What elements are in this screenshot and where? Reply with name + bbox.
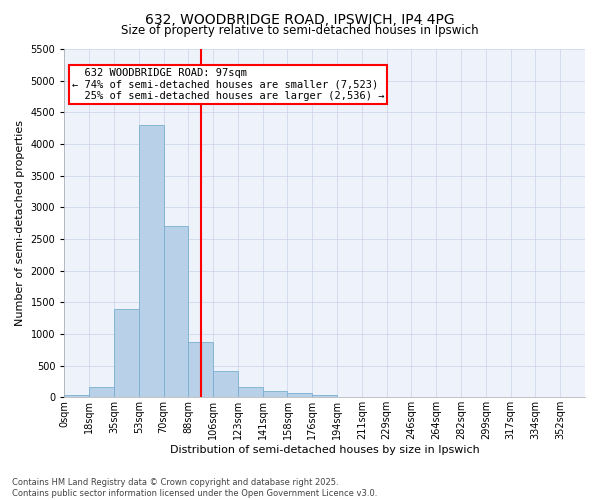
Bar (139, 125, 164, 398)
Bar (164, 226, 188, 398)
Bar (188, 342, 213, 398)
Bar (238, 387, 263, 398)
Bar (287, 393, 312, 398)
Text: 632 WOODBRIDGE ROAD: 97sqm
← 74% of semi-detached houses are smaller (7,523)
  2: 632 WOODBRIDGE ROAD: 97sqm ← 74% of semi… (72, 68, 384, 101)
Y-axis label: Number of semi-detached properties: Number of semi-detached properties (15, 120, 25, 326)
Bar (89, 387, 114, 398)
Bar (337, 396, 362, 398)
Text: 632, WOODBRIDGE ROAD, IPSWICH, IP4 4PG: 632, WOODBRIDGE ROAD, IPSWICH, IP4 4PG (145, 12, 455, 26)
Bar (114, 308, 139, 398)
Bar (64, 396, 89, 398)
Text: Size of property relative to semi-detached houses in Ipswich: Size of property relative to semi-detach… (121, 24, 479, 37)
X-axis label: Distribution of semi-detached houses by size in Ipswich: Distribution of semi-detached houses by … (170, 445, 479, 455)
Text: Contains HM Land Registry data © Crown copyright and database right 2025.
Contai: Contains HM Land Registry data © Crown c… (12, 478, 377, 498)
Bar (213, 372, 238, 398)
Bar (312, 395, 337, 398)
Bar (263, 391, 287, 398)
